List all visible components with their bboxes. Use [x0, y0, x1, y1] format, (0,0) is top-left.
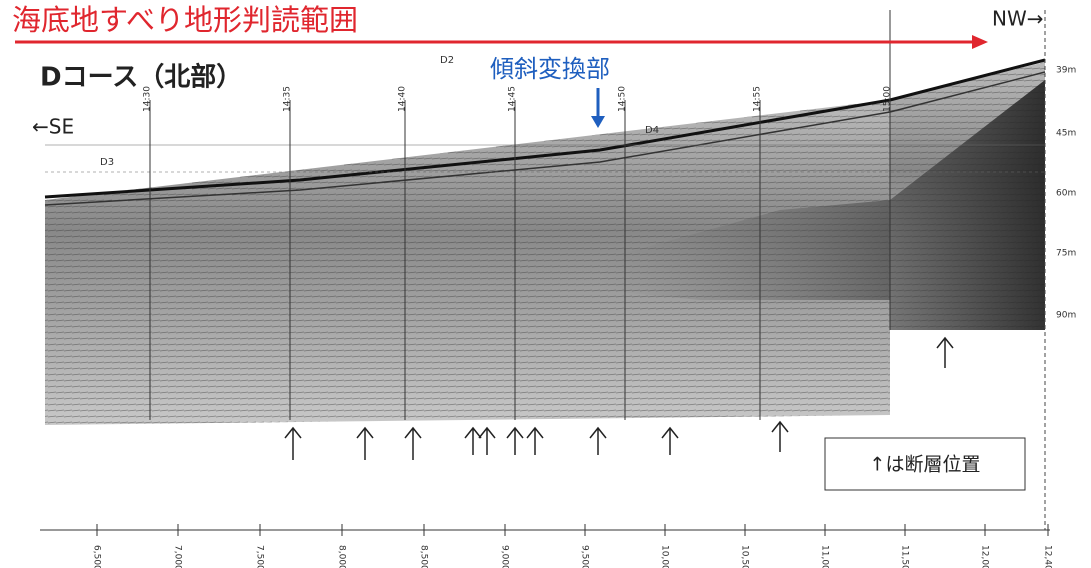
time-mark: 14:35	[283, 86, 293, 112]
distance-label: 12,000	[980, 545, 990, 568]
distance-label: 6,500	[92, 545, 102, 568]
legend-text: ↑は断層位置	[870, 454, 981, 476]
distance-label: 8,000	[337, 545, 347, 568]
distance-label: 10,000	[660, 545, 670, 568]
legend-box	[824, 437, 1026, 491]
distance-label: 7,000	[173, 545, 183, 568]
distance-label: 11,000	[820, 545, 830, 568]
distance-label: 7,500	[255, 545, 265, 568]
se-label: ←SE	[32, 115, 74, 139]
time-mark: 14:45	[508, 86, 518, 112]
course-title: Dコース（北部）	[40, 63, 242, 93]
distance-label: 8,500	[419, 545, 429, 568]
time-mark: 15:00	[883, 86, 893, 112]
line-label: D3	[100, 157, 114, 168]
distance-label: 12,400	[1043, 545, 1053, 568]
distance-label: 9,500	[580, 545, 590, 568]
slope-label: 傾斜変換部	[490, 55, 610, 83]
nw-label: NW→	[992, 7, 1044, 31]
profile-image	[44, 10, 1046, 530]
distance-label: 10,500	[740, 545, 750, 568]
time-mark: 14:55	[753, 86, 763, 112]
distance-label: 11,500	[900, 545, 910, 568]
depth-label: 75m	[1056, 249, 1076, 259]
fault-arrows	[284, 336, 954, 460]
line-label: D4	[645, 125, 659, 136]
depth-label: 39m	[1056, 66, 1076, 76]
depth-label: 45m	[1056, 129, 1076, 139]
time-mark: 14:30	[143, 86, 153, 112]
slope-arrowhead	[591, 116, 605, 128]
line-label: D2	[440, 55, 454, 66]
range-arrowhead	[972, 35, 988, 49]
distance-label: 9,000	[500, 545, 510, 568]
time-mark: 14:40	[398, 86, 408, 112]
depth-label: 90m	[1056, 311, 1076, 321]
depth-label: 60m	[1056, 189, 1076, 199]
time-mark: 14:50	[618, 86, 628, 112]
range-title: 海底地すべり地形判読範囲	[12, 3, 358, 37]
